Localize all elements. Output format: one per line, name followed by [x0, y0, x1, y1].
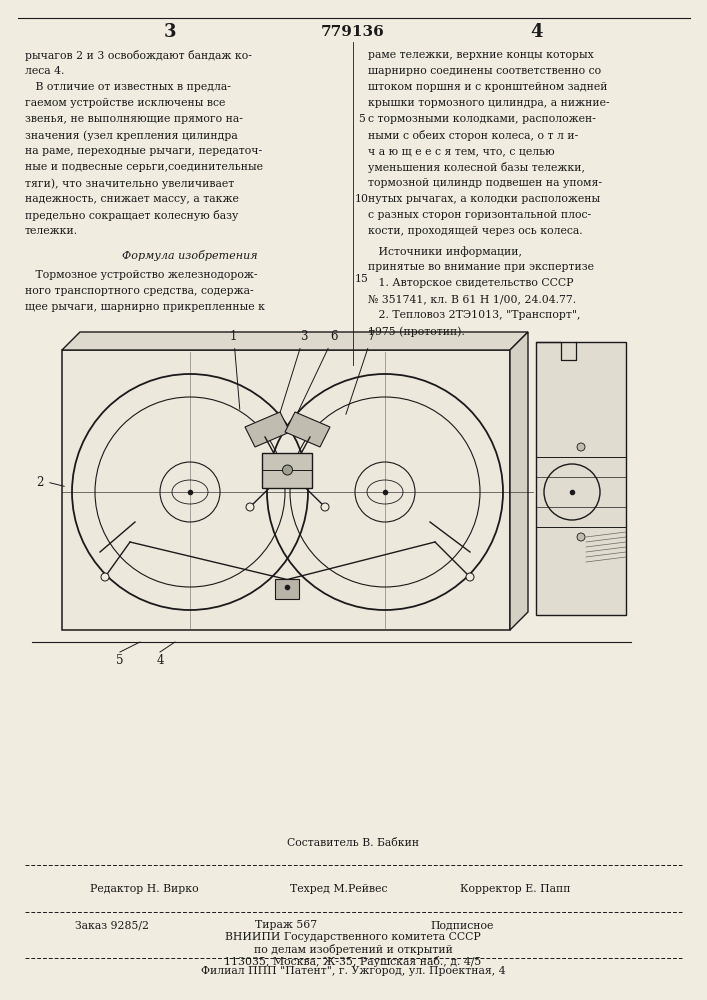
Text: Источники информации,: Источники информации, [368, 246, 522, 257]
Text: 6: 6 [288, 330, 337, 431]
Text: В отличие от известных в предла-: В отличие от известных в предла- [25, 82, 231, 92]
Text: гаемом устройстве исключены все: гаемом устройстве исключены все [25, 98, 226, 108]
Text: звенья, не выполняющие прямого на-: звенья, не выполняющие прямого на- [25, 114, 243, 124]
Polygon shape [510, 332, 528, 630]
FancyBboxPatch shape [262, 452, 312, 488]
Text: штоком поршня и с кронштейном задней: штоком поршня и с кронштейном задней [368, 82, 607, 92]
Text: Филиал ППП "Патент", г. Ужгород, ул. Проектная, 4: Филиал ППП "Патент", г. Ужгород, ул. Про… [201, 966, 506, 976]
Circle shape [321, 503, 329, 511]
Text: 4: 4 [156, 654, 164, 666]
Text: Редактор Н. Вирко: Редактор Н. Вирко [90, 884, 199, 894]
Text: крышки тормозного цилиндра, а нижние-: крышки тормозного цилиндра, а нижние- [368, 98, 609, 108]
Text: тележки.: тележки. [25, 226, 78, 236]
Text: Составитель В. Бабкин: Составитель В. Бабкин [287, 838, 419, 848]
Text: 2. Тепловоз 2ТЭ1013, "Транспорт",: 2. Тепловоз 2ТЭ1013, "Транспорт", [368, 310, 580, 320]
FancyBboxPatch shape [536, 342, 626, 615]
Text: ВНИИПИ Государственного комитета СССР: ВНИИПИ Государственного комитета СССР [225, 932, 481, 942]
Text: тормозной цилиндр подвешен на упомя-: тормозной цилиндр подвешен на упомя- [368, 178, 602, 188]
Text: на раме, переходные рычаги, передаточ-: на раме, переходные рычаги, передаточ- [25, 146, 262, 156]
Circle shape [577, 443, 585, 451]
Text: Тираж 567: Тираж 567 [255, 920, 317, 930]
Text: 4: 4 [531, 23, 543, 41]
FancyBboxPatch shape [276, 579, 300, 599]
FancyBboxPatch shape [62, 350, 510, 630]
Text: Формула изобретения: Формула изобретения [122, 250, 258, 261]
Circle shape [466, 573, 474, 581]
Text: Подписное: Подписное [430, 920, 493, 930]
Text: Корректор Е. Папп: Корректор Е. Папп [460, 884, 571, 894]
Text: значения (узел крепления цилиндра: значения (узел крепления цилиндра [25, 130, 238, 141]
Text: 3: 3 [274, 330, 308, 434]
Text: 3: 3 [164, 23, 176, 41]
Text: нутых рычагах, а колодки расположены: нутых рычагах, а колодки расположены [368, 194, 600, 204]
Text: с тормозными колодками, расположен-: с тормозными колодками, расположен- [368, 114, 596, 124]
Circle shape [246, 503, 254, 511]
Text: Техред М.Рейвес: Техред М.Рейвес [290, 884, 387, 894]
Text: ные и подвесные серьги,соединительные: ные и подвесные серьги,соединительные [25, 162, 263, 172]
Text: шарнирно соединены соответственно со: шарнирно соединены соответственно со [368, 66, 601, 76]
Text: ного транспортного средства, содержа-: ного транспортного средства, содержа- [25, 286, 254, 296]
Text: 1. Авторское свидетельство СССР: 1. Авторское свидетельство СССР [368, 278, 573, 288]
Text: 779136: 779136 [321, 25, 385, 39]
Polygon shape [245, 412, 290, 447]
Text: с разных сторон горизонтальной плос-: с разных сторон горизонтальной плос- [368, 210, 591, 220]
Text: Тормозное устройство железнодорож-: Тормозное устройство железнодорож- [25, 270, 257, 280]
Text: надежность, снижает массу, а также: надежность, снижает массу, а также [25, 194, 239, 204]
Text: уменьшения колесной базы тележки,: уменьшения колесной базы тележки, [368, 162, 585, 173]
Text: по делам изобретений и открытий: по делам изобретений и открытий [254, 944, 452, 955]
Text: 113035, Москва, Ж-35, Раушская наб., д. 4/5: 113035, Москва, Ж-35, Раушская наб., д. … [224, 956, 481, 967]
Text: 1: 1 [230, 330, 240, 409]
Text: кости, проходящей через ось колеса.: кости, проходящей через ось колеса. [368, 226, 583, 236]
Text: ч а ю щ е е с я тем, что, с целью: ч а ю щ е е с я тем, что, с целью [368, 146, 554, 156]
Text: 5: 5 [358, 114, 366, 124]
Text: тяги), что значительно увеличивает: тяги), что значительно увеличивает [25, 178, 234, 189]
Text: № 351741, кл. В 61 Н 1/00, 24.04.77.: № 351741, кл. В 61 Н 1/00, 24.04.77. [368, 294, 576, 304]
Text: 2: 2 [36, 476, 44, 488]
Text: 5: 5 [116, 654, 124, 666]
Circle shape [577, 533, 585, 541]
Text: 7: 7 [346, 330, 375, 414]
Polygon shape [285, 412, 330, 447]
Circle shape [101, 573, 109, 581]
Text: Заказ 9285/2: Заказ 9285/2 [75, 920, 149, 930]
Circle shape [283, 465, 293, 475]
Text: ными с обеих сторон колеса, о т л и-: ными с обеих сторон колеса, о т л и- [368, 130, 578, 141]
Text: принятые во внимание при экспертизе: принятые во внимание при экспертизе [368, 262, 594, 272]
Text: леса 4.: леса 4. [25, 66, 64, 76]
Text: раме тележки, верхние концы которых: раме тележки, верхние концы которых [368, 50, 594, 60]
Text: 10: 10 [355, 194, 369, 204]
Polygon shape [62, 332, 528, 350]
Text: 15: 15 [355, 274, 369, 284]
Text: щее рычаги, шарнирно прикрепленные к: щее рычаги, шарнирно прикрепленные к [25, 302, 265, 312]
Text: предельно сокращает колесную базу: предельно сокращает колесную базу [25, 210, 238, 221]
Text: 1975 (прототип).: 1975 (прототип). [368, 326, 465, 337]
Text: рычагов 2 и 3 освобождают бандаж ко-: рычагов 2 и 3 освобождают бандаж ко- [25, 50, 252, 61]
